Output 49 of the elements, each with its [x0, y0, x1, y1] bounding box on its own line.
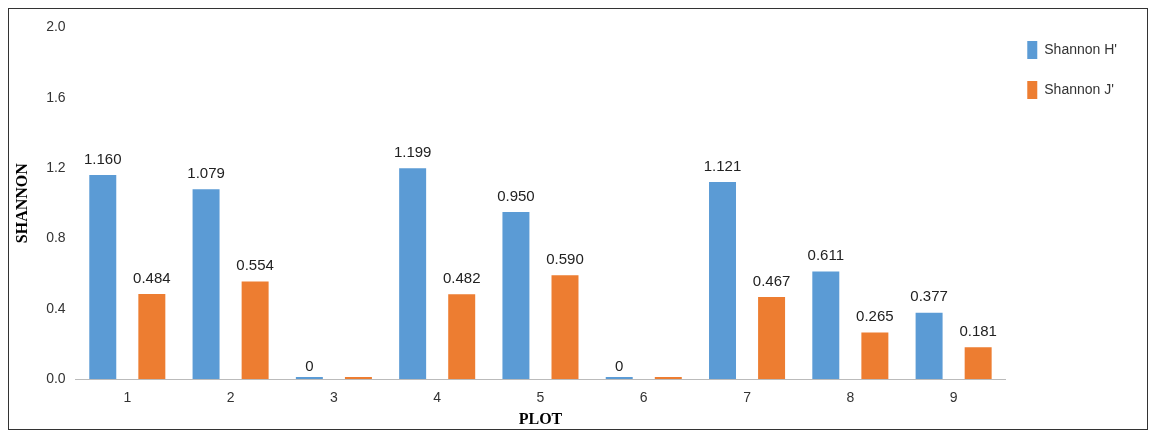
bar [861, 332, 889, 379]
x-tick-label: 6 [639, 389, 648, 406]
bar [812, 271, 840, 379]
bar [138, 293, 166, 379]
data-label: 1.160 [84, 149, 122, 167]
bar [758, 296, 786, 379]
x-tick-label: 7 [743, 389, 752, 406]
legend-label: Shannon J' [1044, 80, 1114, 97]
x-tick-label: 5 [536, 389, 545, 406]
data-label: 0.181 [959, 321, 997, 339]
x-tick-label: 9 [949, 389, 958, 406]
bar [709, 181, 737, 379]
x-tick-label: 4 [433, 389, 442, 406]
data-label: 0.554 [236, 256, 274, 274]
y-tick-label: 0.4 [46, 299, 66, 316]
data-label: 1.079 [187, 163, 225, 181]
x-tick-label: 8 [846, 389, 855, 406]
data-label: 0.265 [856, 307, 894, 325]
bar [399, 168, 427, 379]
bar [448, 294, 476, 379]
data-label: 0.484 [133, 268, 171, 286]
data-label: 0.950 [497, 186, 535, 204]
x-tick-label: 1 [123, 389, 132, 406]
bar [192, 189, 220, 379]
y-tick-label: 0.8 [46, 229, 66, 246]
x-axis-title: PLOT [518, 409, 563, 427]
x-tick-label: 3 [329, 389, 338, 406]
bar [502, 211, 530, 379]
y-axis-title: SHANNON [12, 162, 30, 244]
data-label: 1.121 [703, 156, 742, 174]
bar [915, 312, 943, 379]
y-tick-label: 1.6 [46, 88, 66, 105]
y-tick-label: 0.0 [46, 369, 66, 386]
bar [964, 347, 992, 379]
data-label: 0 [305, 356, 314, 374]
data-label: 0.590 [546, 249, 584, 267]
y-tick-label: 1.2 [46, 158, 66, 175]
legend-label: Shannon H' [1044, 40, 1118, 57]
data-label: 0.377 [910, 287, 948, 305]
bar [89, 175, 117, 379]
data-label: 0.482 [442, 268, 481, 286]
bar [551, 275, 579, 379]
data-label: 0.611 [807, 246, 845, 264]
y-tick-label: 2.0 [46, 18, 66, 35]
x-tick-label: 2 [226, 389, 235, 406]
bar [241, 281, 269, 379]
data-label: 0 [615, 356, 624, 374]
data-label: 1.199 [393, 142, 432, 160]
data-label: 0.467 [752, 271, 791, 289]
